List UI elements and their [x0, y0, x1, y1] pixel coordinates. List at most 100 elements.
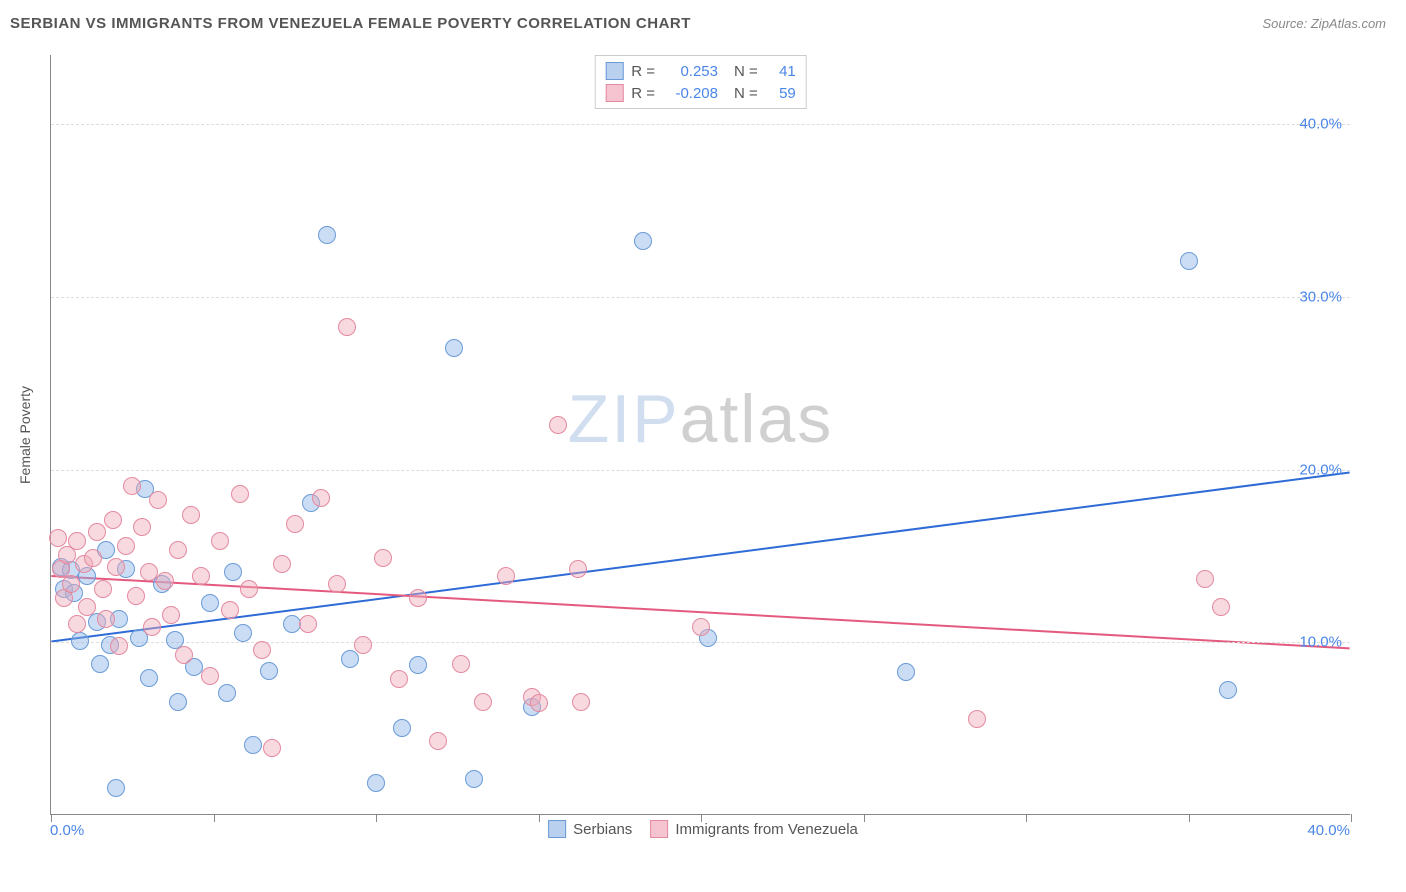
scatter-plot-area: ZIPatlas R =0.253N =41R =-0.208N =59 10.… — [50, 55, 1350, 815]
legend-n-value: 59 — [766, 85, 796, 102]
legend-bottom-item: Immigrants from Venezuela — [650, 820, 858, 838]
scatter-point — [409, 656, 427, 674]
scatter-point — [312, 489, 330, 507]
x-axis-max-label: 40.0% — [1307, 822, 1350, 839]
legend-r-value: -0.208 — [663, 85, 718, 102]
scatter-point — [452, 655, 470, 673]
scatter-point — [221, 601, 239, 619]
scatter-point — [253, 641, 271, 659]
scatter-point — [634, 232, 652, 250]
legend-n-label: N = — [734, 85, 758, 102]
scatter-point — [231, 485, 249, 503]
scatter-point — [107, 558, 125, 576]
scatter-point — [338, 318, 356, 336]
legend-bottom-item: Serbians — [548, 820, 632, 838]
legend-swatch — [650, 820, 668, 838]
x-tick — [1026, 814, 1027, 822]
scatter-point — [569, 560, 587, 578]
legend-bottom: Serbians Immigrants from Venezuela — [548, 820, 858, 838]
scatter-point — [318, 226, 336, 244]
scatter-point — [169, 693, 187, 711]
scatter-point — [968, 710, 986, 728]
scatter-point — [211, 532, 229, 550]
scatter-point — [192, 567, 210, 585]
scatter-point — [68, 532, 86, 550]
y-tick-label: 20.0% — [1299, 461, 1342, 478]
scatter-point — [240, 580, 258, 598]
scatter-point — [549, 416, 567, 434]
y-tick-label: 40.0% — [1299, 116, 1342, 133]
scatter-point — [328, 575, 346, 593]
scatter-point — [286, 515, 304, 533]
legend-bottom-label: Serbians — [573, 821, 632, 838]
legend-top-row: R =0.253N =41 — [605, 60, 796, 82]
scatter-point — [78, 598, 96, 616]
legend-r-value: 0.253 — [663, 63, 718, 80]
scatter-point — [1180, 252, 1198, 270]
scatter-point — [409, 589, 427, 607]
scatter-point — [84, 549, 102, 567]
scatter-point — [140, 669, 158, 687]
x-tick — [376, 814, 377, 822]
scatter-point — [117, 537, 135, 555]
scatter-point — [123, 477, 141, 495]
y-axis-label-container: Female Poverty — [15, 55, 35, 815]
scatter-point — [367, 774, 385, 792]
x-tick — [1351, 814, 1352, 822]
y-tick-label: 30.0% — [1299, 288, 1342, 305]
scatter-point — [107, 779, 125, 797]
scatter-point — [127, 587, 145, 605]
scatter-point — [201, 667, 219, 685]
legend-n-label: N = — [734, 63, 758, 80]
scatter-point — [91, 655, 109, 673]
scatter-point — [1212, 598, 1230, 616]
scatter-point — [62, 575, 80, 593]
scatter-point — [1196, 570, 1214, 588]
scatter-point — [110, 637, 128, 655]
scatter-point — [1219, 681, 1237, 699]
scatter-point — [465, 770, 483, 788]
scatter-point — [169, 541, 187, 559]
legend-swatch — [605, 62, 623, 80]
scatter-point — [97, 610, 115, 628]
scatter-point — [133, 518, 151, 536]
scatter-point — [234, 624, 252, 642]
y-axis-label: Female Poverty — [17, 386, 33, 484]
scatter-point — [390, 670, 408, 688]
x-axis-min-label: 0.0% — [50, 822, 84, 839]
scatter-point — [182, 506, 200, 524]
gridline — [51, 297, 1350, 298]
scatter-point — [140, 563, 158, 581]
x-tick — [51, 814, 52, 822]
scatter-point — [474, 693, 492, 711]
scatter-point — [156, 572, 174, 590]
scatter-point — [341, 650, 359, 668]
legend-swatch — [605, 84, 623, 102]
scatter-point — [49, 529, 67, 547]
x-tick — [214, 814, 215, 822]
scatter-point — [175, 646, 193, 664]
scatter-point — [299, 615, 317, 633]
scatter-point — [572, 693, 590, 711]
scatter-point — [374, 549, 392, 567]
legend-top: R =0.253N =41R =-0.208N =59 — [594, 55, 807, 109]
chart-source: Source: ZipAtlas.com — [1262, 16, 1386, 31]
scatter-point — [143, 618, 161, 636]
chart-title: SERBIAN VS IMMIGRANTS FROM VENEZUELA FEM… — [10, 15, 691, 32]
scatter-point — [263, 739, 281, 757]
scatter-point — [897, 663, 915, 681]
legend-r-label: R = — [631, 63, 655, 80]
legend-bottom-label: Immigrants from Venezuela — [675, 821, 858, 838]
scatter-point — [393, 719, 411, 737]
scatter-point — [429, 732, 447, 750]
scatter-point — [94, 580, 112, 598]
scatter-point — [530, 694, 548, 712]
scatter-point — [273, 555, 291, 573]
x-tick — [1189, 814, 1190, 822]
scatter-point — [68, 615, 86, 633]
gridline — [51, 124, 1350, 125]
trend-lines-svg — [51, 55, 1350, 814]
scatter-point — [497, 567, 515, 585]
legend-swatch — [548, 820, 566, 838]
scatter-point — [224, 563, 242, 581]
